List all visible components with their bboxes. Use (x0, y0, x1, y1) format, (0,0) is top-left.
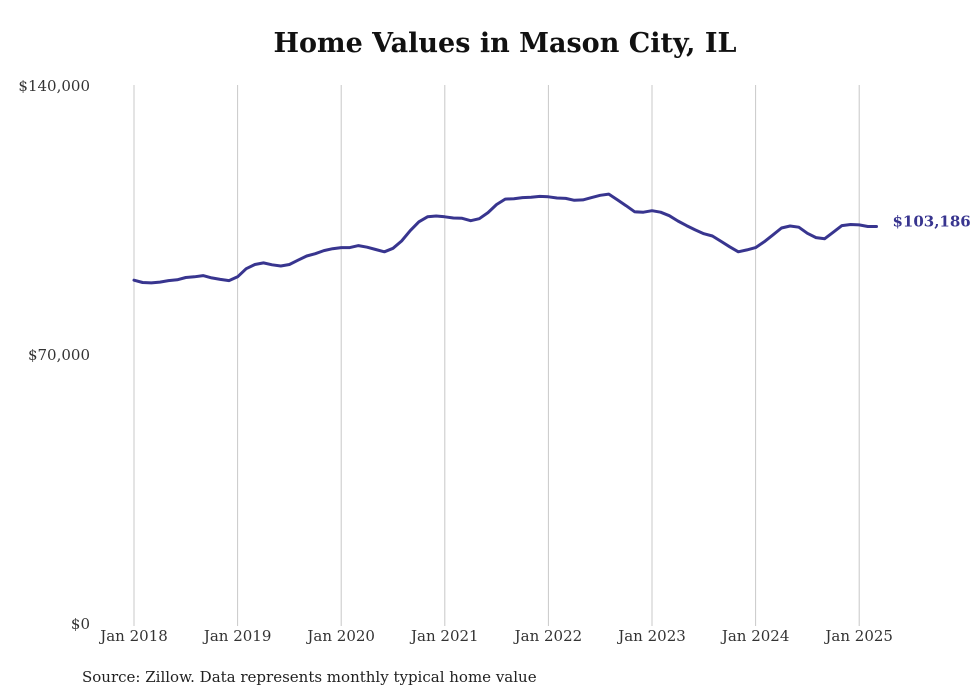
x-tick-label-4: Jan 2022 (513, 627, 583, 645)
y-axis-tick-labels: $0 $70,000 $140,000 (18, 77, 90, 633)
x-tick-label-6: Jan 2024 (720, 627, 790, 645)
x-axis-tick-labels: Jan 2018 Jan 2019 Jan 2020 Jan 2021 Jan 2022… (98, 627, 893, 645)
x-tick-label-2: Jan 2020 (305, 627, 375, 645)
series-line (132, 192, 878, 285)
x-tick-label-0: Jan 2018 (98, 627, 168, 645)
x-tick-label-1: Jan 2019 (202, 627, 272, 645)
gridlines (133, 85, 860, 626)
y-tick-label-2: $140,000 (18, 77, 90, 95)
x-tick-label-7: Jan 2025 (823, 627, 893, 645)
source-note: Source: Zillow. Data represents monthly … (82, 668, 537, 686)
x-tick-label-3: Jan 2021 (409, 627, 479, 645)
chart-title: Home Values in Mason City, IL (273, 28, 737, 59)
x-tick-label-5: Jan 2023 (616, 627, 686, 645)
last-value-label: $103,186 (892, 212, 970, 230)
y-tick-label-0: $0 (71, 615, 90, 633)
y-tick-label-1: $70,000 (28, 346, 90, 364)
